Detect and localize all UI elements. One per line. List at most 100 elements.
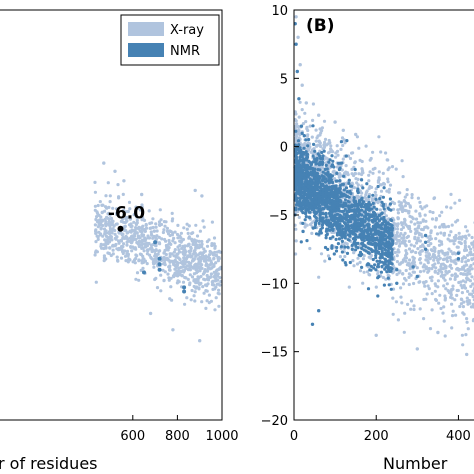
nmr-point bbox=[354, 228, 358, 232]
xray-point bbox=[154, 225, 158, 229]
xray-point bbox=[215, 272, 219, 276]
xray-point bbox=[397, 271, 401, 275]
nmr-point bbox=[300, 209, 304, 213]
x-tick-label: 0 bbox=[290, 429, 298, 444]
xray-point bbox=[134, 256, 138, 261]
nmr-point bbox=[331, 180, 335, 185]
xray-point bbox=[144, 223, 148, 227]
nmr-point bbox=[330, 164, 334, 168]
nmr-point bbox=[383, 228, 387, 232]
xray-point bbox=[449, 249, 453, 253]
nmr-point bbox=[324, 236, 328, 240]
nmr-point bbox=[382, 283, 386, 287]
xray-point bbox=[395, 231, 399, 235]
nmr-point bbox=[304, 138, 308, 142]
xray-point bbox=[398, 191, 402, 195]
xray-point bbox=[106, 217, 111, 221]
xray-point bbox=[410, 193, 414, 197]
nmr-point bbox=[383, 243, 387, 247]
nmr-point bbox=[298, 172, 302, 176]
nmr-point bbox=[312, 142, 316, 146]
xray-point bbox=[197, 287, 201, 291]
nmr-point bbox=[306, 209, 310, 212]
nmr-point bbox=[390, 252, 394, 256]
xray-point bbox=[397, 244, 401, 248]
xray-point bbox=[387, 187, 391, 191]
xray-point bbox=[400, 236, 404, 240]
nmr-point bbox=[157, 256, 162, 261]
xray-point bbox=[384, 151, 388, 155]
nmr-point bbox=[343, 227, 347, 230]
xray-point bbox=[418, 307, 422, 311]
xray-point bbox=[377, 176, 381, 180]
xray-point bbox=[192, 249, 196, 253]
xray-point bbox=[460, 333, 464, 337]
nmr-point bbox=[338, 179, 342, 183]
xray-point bbox=[194, 245, 198, 250]
xray-point bbox=[433, 225, 437, 229]
nmr-point bbox=[347, 224, 351, 228]
nmr-point bbox=[313, 225, 317, 230]
xray-point bbox=[436, 271, 440, 275]
xray-point bbox=[432, 258, 436, 262]
xray-point bbox=[178, 269, 183, 273]
xray-point bbox=[424, 266, 428, 270]
nmr-point bbox=[347, 210, 351, 214]
xray-point bbox=[421, 219, 425, 223]
xray-point bbox=[391, 207, 396, 211]
nmr-point bbox=[362, 215, 366, 219]
xray-point bbox=[126, 252, 130, 256]
xray-point bbox=[342, 171, 346, 176]
nmr-point bbox=[370, 219, 374, 223]
xray-point bbox=[450, 314, 455, 318]
nmr-point bbox=[347, 205, 351, 209]
xray-point bbox=[140, 233, 144, 237]
nmr-point bbox=[388, 202, 392, 206]
xray-point bbox=[190, 288, 194, 293]
nmr-point bbox=[347, 200, 351, 204]
xray-point bbox=[433, 270, 437, 274]
xray-point bbox=[95, 234, 99, 238]
xray-point bbox=[369, 256, 373, 260]
xray-point bbox=[200, 194, 204, 198]
nmr-point bbox=[372, 205, 376, 209]
xray-point bbox=[368, 273, 372, 277]
xray-point bbox=[119, 239, 124, 243]
xray-point bbox=[413, 227, 417, 231]
xray-point bbox=[401, 175, 405, 179]
xray-point bbox=[471, 295, 474, 299]
xray-point bbox=[117, 239, 121, 243]
xray-point bbox=[410, 196, 414, 200]
xray-point bbox=[456, 288, 460, 293]
nmr-point bbox=[298, 146, 302, 150]
xray-point bbox=[129, 225, 133, 229]
nmr-point bbox=[298, 158, 302, 162]
xray-point bbox=[326, 254, 331, 258]
xray-point bbox=[98, 200, 102, 204]
xray-point bbox=[176, 274, 180, 278]
xray-point bbox=[172, 250, 176, 254]
xray-point bbox=[301, 122, 305, 126]
xray-point bbox=[210, 283, 215, 287]
xray-point bbox=[93, 190, 97, 194]
nmr-point bbox=[324, 213, 328, 217]
nmr-point bbox=[314, 162, 318, 166]
nmr-point bbox=[367, 195, 371, 199]
xray-point bbox=[218, 276, 222, 280]
xray-point bbox=[94, 228, 98, 232]
xray-point bbox=[399, 295, 403, 299]
xray-point bbox=[214, 261, 218, 265]
nmr-point bbox=[360, 196, 364, 200]
nmr-point bbox=[294, 178, 298, 182]
xray-point bbox=[308, 124, 312, 128]
xray-point bbox=[135, 206, 140, 211]
nmr-point bbox=[374, 246, 378, 250]
xray-point bbox=[106, 181, 110, 185]
xray-point bbox=[139, 229, 143, 233]
xray-point bbox=[461, 279, 465, 283]
nmr-point bbox=[295, 201, 300, 205]
xray-point bbox=[457, 231, 461, 235]
xray-point bbox=[153, 257, 157, 261]
xray-point bbox=[122, 179, 126, 183]
nmr-point bbox=[294, 188, 298, 192]
